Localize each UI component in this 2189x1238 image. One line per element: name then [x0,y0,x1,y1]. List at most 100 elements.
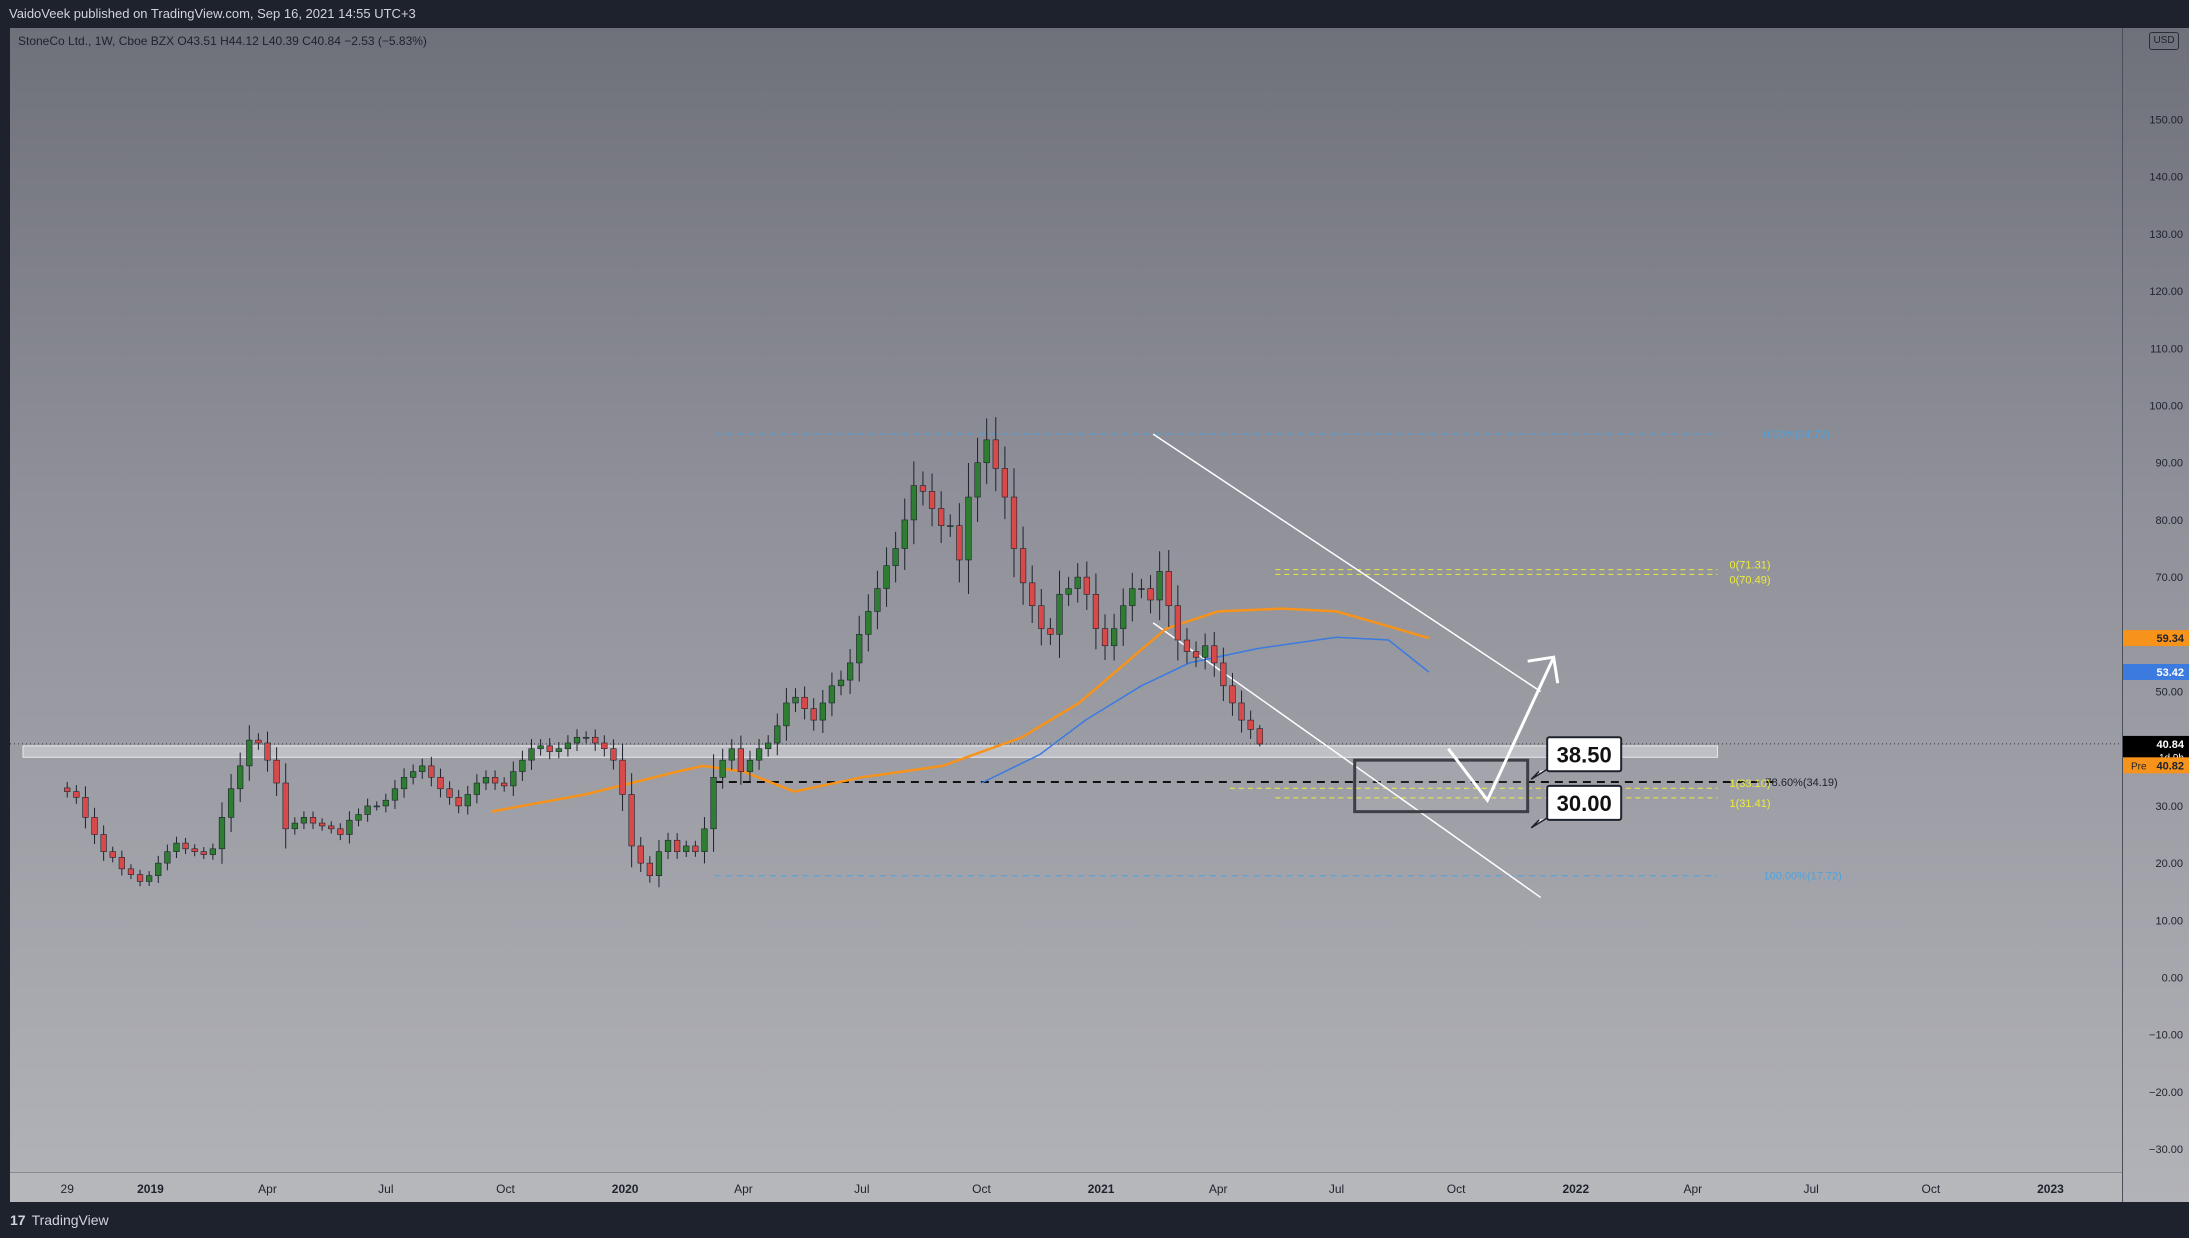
price-tick-label: −10.00 [2149,1030,2183,1042]
fib-786-label: 78.60%(34.19) [1766,777,1838,789]
candle-body [264,742,271,761]
price-tick-label: 90.00 [2155,458,2183,470]
time-scale[interactable]: 29 2019 Apr Jul Oct 2020 Apr Jul Oct 2021 Apr Jul Oc… [10,1172,2122,1202]
candle-body [237,765,244,790]
candle-body [428,765,435,778]
candle-body [1192,651,1200,658]
candle-body [182,842,189,850]
arrow-head [1527,655,1560,684]
price-tick-label: 110.00 [2150,343,2183,355]
candle-body [455,797,462,807]
candle-body [1010,496,1018,549]
callout-text: 38.50 [1557,742,1612,767]
price-tick-label: 70.00 [2155,572,2183,584]
price-label-text: 53.42 [2156,667,2184,679]
candle-body [1019,548,1027,584]
time-tick-label: 2023 [2037,1182,2064,1196]
candle-body [501,782,508,787]
candle-body [1183,639,1191,652]
callout-box [1546,784,1623,821]
price-tick-label: 150.00 [2149,115,2183,127]
time-tick-label: Apr [734,1182,753,1196]
candle-body [874,588,881,612]
chart-pane[interactable]: 0.00%(94.72) 100.00%(17.72) 78.60%(34.19) 0… [10,28,2122,1202]
candle-body [191,848,198,852]
channel-line [1152,433,1542,693]
price-tick-label: 140.00 [2149,172,2183,184]
candle-body [282,782,289,830]
time-tick-label: 2019 [137,1182,164,1196]
candle-body [983,439,990,464]
candle-body [628,794,635,847]
candle-body [892,548,899,566]
candle-body [610,748,617,761]
candle-body [701,828,708,852]
candle-body [464,794,471,807]
candle-body [218,817,226,850]
price-tick-label: 100.00 [2149,401,2183,413]
candle-body [692,845,699,852]
callout-box [1546,736,1623,773]
candle-body [337,828,344,835]
price-label-badge [2123,630,2189,647]
target-box [1353,758,1530,814]
price-scale[interactable]: USD 150.00 140.00 130.00 120.00 110.00 100.00… [2122,28,2189,1202]
candle-body [537,745,544,750]
candle-body [118,857,125,870]
fib-yellow-label: 1(31.41) [1730,798,1771,810]
candle-body [1083,576,1090,595]
footer-brand[interactable]: TradingView [31,1212,109,1228]
candle-body [109,851,116,858]
candle-body [473,782,480,795]
candle-body [373,805,380,808]
candle-body [646,862,653,877]
candle-body [155,862,162,877]
candle-body [309,817,317,824]
fib-level-label: 0.00%(94.72) [1764,429,1830,441]
candle-body [1029,582,1036,607]
time-tick-label: Oct [496,1182,515,1196]
price-tick-label: 50.00 [2155,687,2183,699]
candle-body [291,822,298,830]
callout-text: 30.00 [1557,791,1612,816]
candle-body [410,771,417,778]
candle-body [837,679,845,687]
candle-body [482,777,490,784]
support-zone [22,745,1719,758]
sma-line [981,636,1430,784]
candle-body [209,848,216,855]
candle-body [127,868,135,875]
symbol-legend: StoneCo Ltd., 1W, Cboe BZX O43.51 H44.12… [18,34,427,48]
ema-line [490,607,1430,813]
candle-body [992,439,999,469]
price-axis: 150.00 140.00 130.00 120.00 110.00 100.00 90.0… [2123,115,2189,1156]
candle-body [391,788,399,801]
candle-body [555,748,562,752]
candle-body [1229,685,1236,704]
candle-body [801,696,808,709]
callout-pointer [1530,768,1548,780]
time-tick-label: 2020 [612,1182,639,1196]
candle-body [1247,719,1254,730]
fib-yellow-label: 0(71.31) [1730,560,1771,572]
candle-body [737,748,744,772]
candle-body [491,777,499,784]
candle-body [1138,588,1145,590]
candle-body [683,845,690,852]
candle-body [164,851,171,864]
time-tick-label: 2022 [1562,1182,1589,1196]
currency-badge[interactable]: USD [2149,32,2179,50]
fib-level-label: 100.00%(17.72) [1764,871,1842,883]
price-chart[interactable]: 0.00%(94.72) 100.00%(17.72) 78.60%(34.19) 0… [10,28,2122,1172]
candle-body [774,725,781,744]
candle-body [792,696,799,704]
candle-body [255,739,262,744]
candle-body [273,759,280,784]
time-tick-label: Jul [1329,1182,1344,1196]
candle-body [719,759,726,778]
channel-line [1152,622,1542,899]
candle-body [828,685,836,704]
candle-body [1056,593,1063,635]
candle-body [619,759,626,795]
fib-yellow-label: 0(70.49) [1730,574,1771,586]
